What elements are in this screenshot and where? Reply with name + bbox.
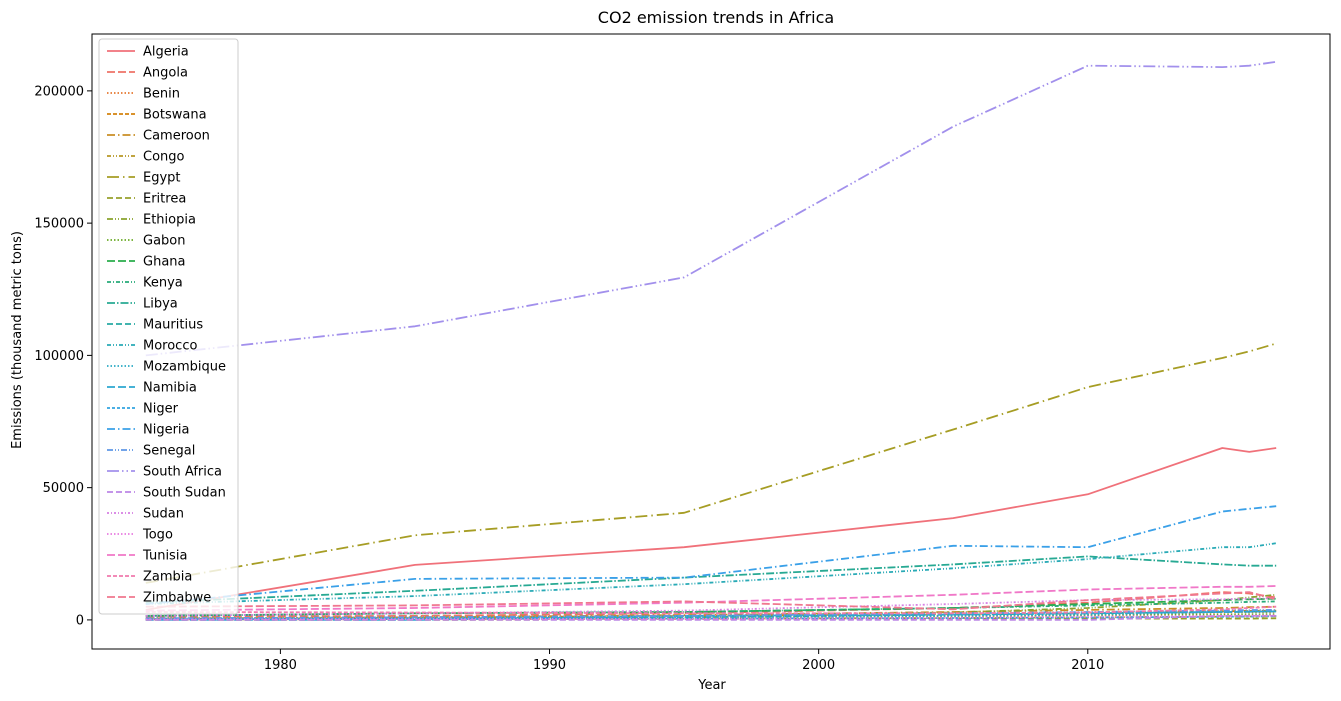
series-line-namibia: [145, 610, 1277, 621]
legend-label: Eritrea: [143, 192, 186, 207]
x-axis: 1980 1990 2000 2010: [264, 649, 1104, 673]
legend-label: Congo: [143, 150, 185, 165]
y-axis: 0 50000 100000 150000 200000: [34, 84, 92, 628]
legend-label: Angola: [143, 66, 188, 81]
y-tick-label: 100000: [34, 349, 84, 364]
y-tick-label: 150000: [34, 217, 84, 232]
legend-label: Zimbabwe: [143, 591, 211, 606]
y-tick-label: 50000: [43, 481, 84, 496]
series-line-libya: [145, 555, 1277, 604]
y-tick-label: 200000: [34, 84, 84, 99]
chart-title: CO2 emission trends in Africa: [598, 8, 834, 27]
series-line-togo: [145, 614, 1277, 621]
series-line-tunisia: [145, 585, 1277, 612]
legend-label: Tunisia: [142, 549, 187, 564]
legend-label: Niger: [143, 402, 179, 417]
series-line-kenya: [145, 600, 1277, 617]
legend-label: South Africa: [143, 465, 222, 480]
legend-label: Zambia: [143, 570, 192, 585]
series-line-zimbabwe: [145, 591, 1277, 611]
legend-label: Kenya: [143, 276, 183, 291]
legend-label: Sudan: [143, 507, 184, 522]
legend-label: Mozambique: [143, 360, 226, 375]
legend-label: Cameroon: [143, 129, 210, 144]
legend-label: Libya: [143, 297, 178, 312]
legend-label: Senegal: [143, 444, 195, 459]
legend-label: Botswana: [143, 108, 207, 123]
y-axis-label: Emissions (thousand metric tons): [10, 231, 25, 449]
legend-label: Nigeria: [143, 423, 190, 438]
x-tick-label: 1990: [533, 658, 566, 673]
legend-label: Algeria: [143, 45, 189, 60]
legend-label: Togo: [142, 528, 173, 543]
series-line-egypt: [145, 342, 1277, 584]
legend: Algeria Angola Benin Botswana Cameroon Congo E…: [98, 38, 239, 615]
y-tick-label: 0: [76, 613, 84, 628]
legend-label: Benin: [143, 87, 180, 102]
legend-label: Ghana: [143, 255, 186, 270]
series-line-cameroon: [145, 605, 1277, 620]
series-line-nigeria: [145, 505, 1277, 605]
legend-label: South Sudan: [143, 486, 226, 501]
legend-label: Gabon: [143, 234, 186, 249]
series-line-sudan: [145, 597, 1277, 617]
series-line-zambia: [145, 605, 1277, 615]
series-line-morocco: [145, 542, 1277, 605]
legend-label: Egypt: [143, 171, 181, 186]
x-axis-label: Year: [697, 678, 726, 693]
series-line-mozambique: [145, 610, 1277, 620]
x-tick-label: 2010: [1071, 658, 1104, 673]
plot-area: [145, 60, 1277, 621]
series-line-eritrea: [145, 617, 1277, 621]
x-tick-label: 1980: [264, 658, 297, 673]
legend-label: Ethiopia: [143, 213, 196, 228]
x-tick-label: 2000: [802, 658, 835, 673]
axes-frame: [91, 33, 1331, 650]
series-line-gabon: [145, 613, 1277, 620]
legend-label: Morocco: [143, 339, 197, 354]
series-line-algeria: [145, 447, 1277, 611]
legend-label: Namibia: [143, 381, 197, 396]
legend-label: Mauritius: [143, 318, 203, 333]
series-line-south-africa: [145, 60, 1277, 357]
